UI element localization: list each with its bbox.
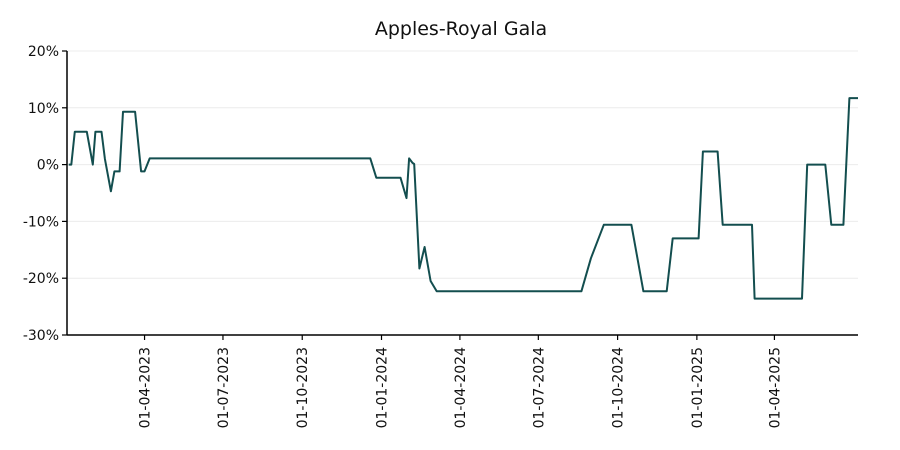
x-tick-label: 01-04-2025: [767, 347, 783, 428]
y-tick-label: 0%: [37, 158, 59, 174]
y-tick-label: 10%: [28, 101, 59, 117]
series-group: [68, 97, 858, 300]
x-tick-label: 01-04-2023: [138, 347, 154, 428]
y-axis-ticks: -30% -20% -10% 0% 10% 20%: [23, 44, 67, 344]
x-axis-ticks: 01-04-2023 01-07-2023 01-10-2023 01-01-2024…: [138, 335, 783, 428]
axes: [66, 51, 858, 336]
x-tick-label: 01-01-2025: [690, 347, 706, 428]
x-tick-label: 01-04-2024: [453, 347, 469, 428]
y-tick-label: 20%: [28, 44, 59, 60]
y-tick-label: -10%: [23, 214, 59, 230]
y-tick-label: -20%: [23, 271, 59, 287]
x-tick-label: 01-01-2024: [375, 347, 391, 428]
grid: [67, 50, 858, 279]
x-tick-label: 01-07-2023: [216, 347, 232, 428]
x-tick-label: 01-07-2024: [531, 347, 547, 428]
y-tick-label: -30%: [23, 328, 59, 344]
series-line: [68, 97, 858, 300]
x-tick-label: 01-10-2023: [295, 347, 311, 428]
x-tick-label: 01-10-2024: [611, 347, 627, 428]
chart-title: Apples-Royal Gala: [375, 18, 547, 40]
